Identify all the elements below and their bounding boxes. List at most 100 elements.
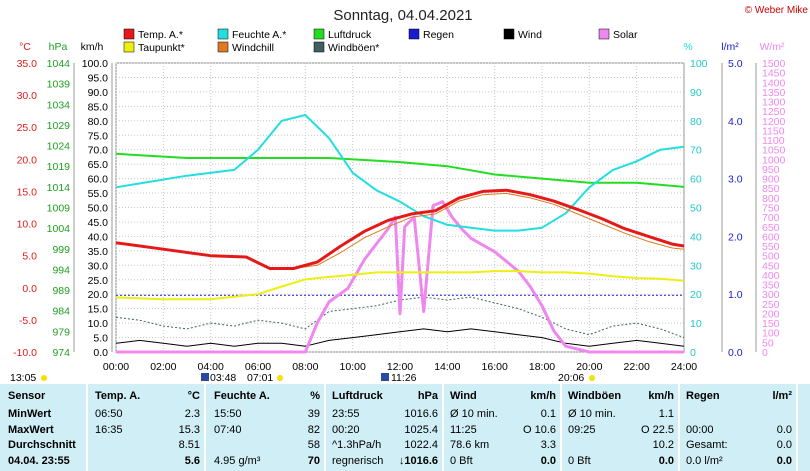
wind-tick: 40.0 <box>88 231 109 243</box>
table-row: MaxWert 16:35 15.3 07:40 82 00:20 1025.4 11:25 O… <box>0 424 810 440</box>
x-tick-label: 12:00 <box>387 361 413 373</box>
rain-tick: 4.0 <box>728 116 743 128</box>
hum-tick: 70 <box>690 145 702 157</box>
x-tick-label: 14:00 <box>434 361 460 373</box>
sunrise-time: 13:05 <box>10 372 36 383</box>
stat-value: 1.1 <box>658 408 674 420</box>
hum-tick: 0 <box>690 347 696 359</box>
header-unit-cell: km/h <box>648 390 674 402</box>
series-temp-a <box>115 188 685 270</box>
solar-tick: 1200 <box>762 116 786 128</box>
stat-time: 00:00 <box>686 423 714 436</box>
solar-tick: 1450 <box>762 68 786 80</box>
solar-tick: 1300 <box>762 97 786 109</box>
table-row: 04.04. 23:55 5.6 4.95 g/m³ 70 regnerisch ↓101… <box>0 455 810 471</box>
moon-icon <box>201 373 209 381</box>
legend-label: Luftdruck <box>328 29 372 41</box>
hum-unit: % <box>683 41 692 53</box>
legend-swatch <box>123 41 135 53</box>
stat-time: 00:20 <box>332 423 360 436</box>
legend-label: Windböen* <box>328 42 379 54</box>
wind-tick: 75.0 <box>88 130 109 142</box>
solar-tick: 800 <box>762 193 780 205</box>
legend-label: Feuchte A.* <box>232 29 286 41</box>
stat-time: 0 Bft <box>450 454 473 467</box>
solar-tick: 450 <box>762 260 780 272</box>
header-unit-cell: l/m² <box>772 390 792 402</box>
stat-value: 0.0 <box>776 439 792 451</box>
row-label: 04.04. 23:55 <box>8 454 70 467</box>
stat-value: 1022.4 <box>404 439 438 451</box>
series-taupunkt <box>115 270 685 301</box>
press-tick: 994 <box>52 264 70 276</box>
stat-time: 07:40 <box>214 423 242 436</box>
wind-tick: 25.0 <box>88 275 109 287</box>
solar-tick: 850 <box>762 183 780 195</box>
header-unit-cell: % <box>310 390 320 402</box>
solar-tick: 1400 <box>762 77 786 89</box>
stat-time: 09:25 <box>568 423 596 436</box>
header-unit-cell: km/h <box>530 390 556 402</box>
sun-icon <box>41 375 47 381</box>
wind-tick: 10.0 <box>88 318 109 330</box>
series-feuchte-a <box>115 114 685 232</box>
hum-tick: 80 <box>690 116 702 128</box>
stat-time: 0.0 l/m² <box>686 454 723 467</box>
stat-value: 0.0 <box>776 454 792 467</box>
stat-value: 8.51 <box>178 439 200 451</box>
wind-tick: 35.0 <box>88 246 109 258</box>
temp-tick: 20.0 <box>17 154 38 166</box>
stat-value: 82 <box>307 423 320 436</box>
press-tick: 989 <box>52 285 70 297</box>
stat-time: 16:35 <box>95 423 123 436</box>
stat-time: 78.6 km <box>450 439 490 451</box>
header-unit-cell: hPa <box>417 390 438 402</box>
solar-tick: 650 <box>762 222 780 234</box>
hum-tick: 60 <box>690 174 702 186</box>
press-tick: 1014 <box>47 182 71 194</box>
legend-swatch <box>217 28 229 40</box>
moon-time-3: 11:26 <box>391 372 417 383</box>
table-row: MinWert 06:50 2.3 15:50 39 23:55 1016.6 Ø 10 mi… <box>0 408 810 424</box>
press-tick: 1029 <box>47 120 71 132</box>
stat-value: 0.0 <box>540 454 556 467</box>
sun-moon-markers: 13:05 03:48 07:01 11:26 20:06 <box>10 372 595 383</box>
solar-tick: 1500 <box>762 58 786 70</box>
temp-tick: 5.0 <box>22 251 37 263</box>
hum-tick: 100 <box>690 58 708 70</box>
temp-tick: 0.0 <box>22 283 37 295</box>
sun-icon <box>589 375 595 381</box>
solar-tick: 750 <box>762 203 780 215</box>
moon-time-2: 07:01 <box>247 372 273 383</box>
stat-time: Ø 10 min. <box>450 408 498 420</box>
legend-swatch <box>598 28 610 40</box>
solar-unit: W/m² <box>759 41 785 53</box>
solar-tick: 1000 <box>762 154 786 166</box>
solar-tick: 700 <box>762 212 780 224</box>
header-cell: Regen <box>686 390 720 402</box>
solar-tick: 350 <box>762 280 780 292</box>
legend-swatch <box>503 28 515 40</box>
row-label: MaxWert <box>8 423 54 436</box>
wind-tick: 55.0 <box>88 188 109 200</box>
temp-tick: 25.0 <box>17 122 38 134</box>
press-tick: 1039 <box>47 79 71 91</box>
series-wind <box>115 328 685 347</box>
press-tick: 1009 <box>47 203 71 215</box>
solar-tick: 1150 <box>762 125 785 137</box>
press-tick: 1019 <box>47 161 71 173</box>
series-solar <box>116 200 684 354</box>
x-tick-label: 06:00 <box>245 361 271 373</box>
sun-icon <box>277 375 283 381</box>
solar-tick: 900 <box>762 174 780 186</box>
press-tick: 1024 <box>47 141 71 153</box>
header-cell: Luftdruck <box>332 390 383 402</box>
table-row: Durchschnitt 8.51 58 ^1.3hPa/h 1022.4 78.6 km… <box>0 439 810 455</box>
wind-tick: 85.0 <box>88 101 109 113</box>
stat-value: 3.3 <box>540 439 556 451</box>
x-tick-label: 24:00 <box>671 361 697 373</box>
legend-label: Temp. A.* <box>138 29 183 41</box>
stat-time: 06:50 <box>95 408 123 420</box>
chart-legend: Temp. A.* Feuchte A.* Luftdruck Regen Wind So… <box>123 28 638 54</box>
press-unit: hPa <box>49 41 68 53</box>
